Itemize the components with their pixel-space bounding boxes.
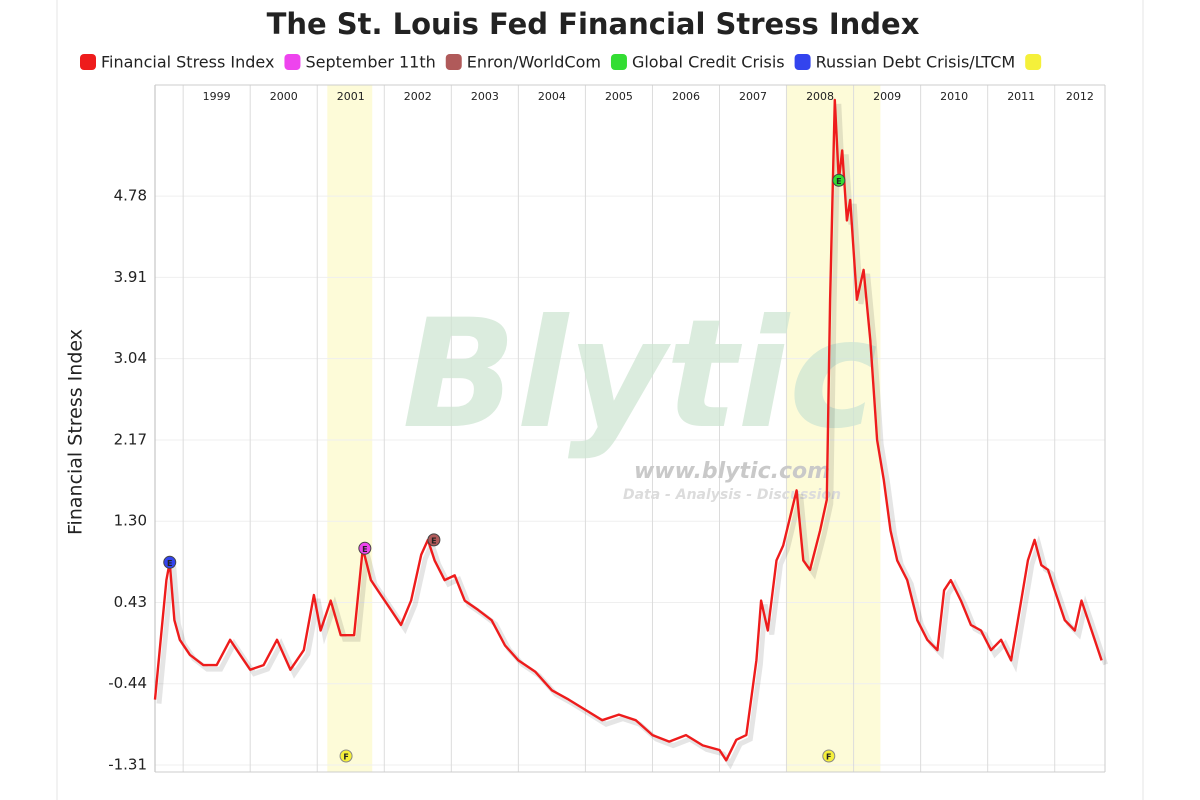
x-tick-label: 2000 — [270, 90, 298, 103]
x-tick-label: 2012 — [1066, 90, 1094, 103]
legend-swatch — [445, 54, 462, 70]
y-tick-label: 0.43 — [114, 593, 147, 611]
flag-marker-label: F — [826, 753, 831, 762]
y-tick-label: -1.31 — [108, 755, 147, 773]
flag-marker — [339, 749, 353, 763]
series-line — [153, 98, 1103, 762]
y-tick-label: 4.78 — [114, 187, 147, 205]
event-marker-label: E — [362, 545, 367, 554]
watermark-tagline: Data - Analysis - Discussion — [623, 487, 841, 503]
legend-label: September 11th — [305, 53, 435, 72]
y-tick-label: 3.04 — [114, 349, 147, 367]
y-tick-label: 3.91 — [114, 268, 147, 286]
legend-label: Russian Debt Crisis/LTCM — [816, 53, 1016, 72]
shaded-period — [327, 85, 373, 772]
x-tick-label: 2007 — [739, 90, 767, 103]
y-tick-label: -0.44 — [108, 674, 147, 692]
event-marker — [358, 541, 372, 555]
y-axis-label: Financial Stress Index — [65, 329, 87, 535]
x-tick-label: 2009 — [873, 90, 901, 103]
event-marker-label: E — [431, 536, 436, 545]
flag-marker-label: F — [343, 753, 348, 762]
legend-swatch — [794, 54, 811, 70]
x-tick-label: 2008 — [806, 90, 834, 103]
x-tick-label: 2002 — [404, 90, 432, 103]
legend-label: Enron/WorldCom — [467, 53, 601, 72]
legend-swatch — [80, 54, 96, 70]
event-marker — [427, 533, 441, 547]
x-tick-label: 2010 — [940, 90, 968, 103]
x-tick-label: 2001 — [337, 90, 365, 103]
event-marker-label: E — [167, 559, 172, 568]
y-tick-label: 2.17 — [114, 430, 147, 448]
x-tick-label: 1999 — [203, 90, 231, 103]
watermark-logo: Blytic — [402, 288, 878, 462]
y-tick-label: 1.30 — [114, 512, 147, 530]
x-tick-label: 2003 — [471, 90, 499, 103]
x-tick-label: 2006 — [672, 90, 700, 103]
event-marker-label: E — [836, 177, 841, 186]
x-tick-label: 2005 — [605, 90, 633, 103]
legend-swatch — [1025, 54, 1042, 70]
legend-label: Global Credit Crisis — [632, 53, 785, 72]
legend-label: Financial Stress Index — [101, 53, 274, 72]
chart-title: The St. Louis Fed Financial Stress Index — [267, 7, 920, 41]
legend-swatch — [284, 54, 301, 70]
legend-swatch — [610, 54, 627, 70]
x-tick-label: 2004 — [538, 90, 566, 103]
x-tick-label: 2011 — [1007, 90, 1035, 103]
event-marker — [832, 173, 846, 187]
event-marker — [163, 555, 177, 569]
flag-marker — [822, 749, 836, 763]
watermark-url: www.blytic.com — [634, 459, 830, 484]
